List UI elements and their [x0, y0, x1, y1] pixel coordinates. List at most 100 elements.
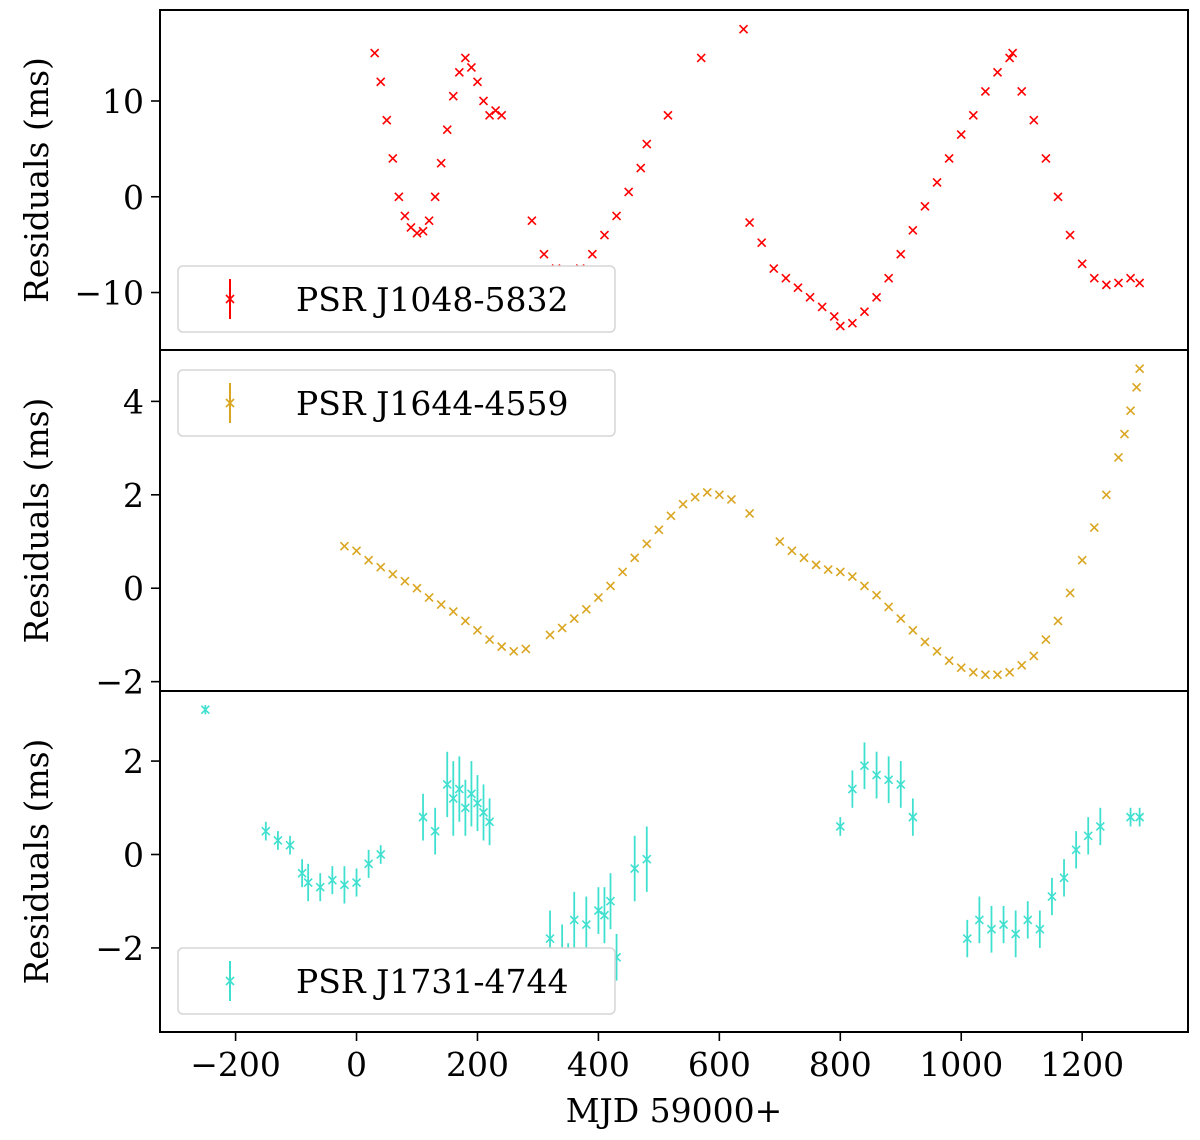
data-point: [1095, 821, 1105, 832]
marker-stroke: [1119, 429, 1130, 439]
data-point: [618, 567, 628, 577]
marker-stroke: [920, 637, 930, 647]
data-point: [956, 663, 966, 673]
data-point: [442, 125, 452, 135]
data-point: [430, 192, 440, 202]
data-point: [1089, 522, 1099, 533]
marker-stroke: [956, 663, 966, 673]
legend: PSR J1731-4744: [177, 947, 616, 1015]
marker-stroke: [478, 807, 489, 818]
data-point: [992, 670, 1003, 680]
data-point: [376, 77, 386, 87]
data-point: [847, 318, 857, 328]
marker-stroke: [303, 877, 313, 888]
data-point: [932, 646, 942, 656]
marker-stroke: [273, 835, 283, 846]
panels-layer: 10 0 −10 Residuals (ms) PSR J1048-5832 4 2 0 −2 R…: [17, 9, 1189, 1084]
marker-stroke: [1125, 812, 1136, 822]
data-point: [460, 803, 470, 813]
marker-stroke: [769, 264, 779, 274]
marker-stroke: [823, 564, 833, 575]
data-point: [1029, 651, 1039, 661]
data-point: [315, 882, 325, 892]
marker-stroke: [1053, 616, 1063, 626]
marker-stroke: [884, 602, 894, 612]
data-point: [430, 826, 440, 836]
marker-stroke: [400, 576, 410, 586]
data-point: [285, 840, 295, 850]
marker-stroke: [1135, 812, 1145, 822]
data-point: [630, 863, 640, 874]
marker-stroke: [484, 635, 495, 645]
data-point: [920, 201, 930, 211]
marker-stroke: [1035, 924, 1045, 934]
y-tick-label: 10: [102, 82, 144, 121]
legend-frame: [177, 265, 616, 333]
marker-stroke: [376, 849, 386, 860]
marker-stroke: [297, 868, 307, 878]
marker-stroke: [799, 553, 809, 563]
marker-stroke: [545, 630, 555, 640]
y-tick-label: 4: [123, 382, 144, 421]
marker-stroke: [436, 158, 446, 168]
data-point: [872, 292, 882, 302]
data-point: [478, 96, 489, 106]
marker-stroke: [829, 311, 839, 322]
data-point: [478, 807, 489, 818]
marker-stroke: [980, 670, 990, 680]
data-point: [442, 779, 452, 789]
y-tick-label: −2: [95, 663, 144, 702]
legend-label: PSR J1048-5832: [296, 280, 569, 319]
data-point: [835, 321, 845, 331]
data-point: [1035, 924, 1045, 934]
data-point: [376, 849, 386, 860]
data-point: [702, 487, 712, 498]
marker-stroke: [1017, 86, 1027, 96]
data-point: [1135, 812, 1145, 822]
data-point: [581, 919, 591, 930]
marker-stroke: [1125, 273, 1136, 283]
x-axis-title: MJD 59000+: [566, 1091, 783, 1130]
x-tick-label: 1000: [919, 1045, 1003, 1084]
marker-stroke: [430, 826, 440, 836]
marker-stroke: [962, 934, 972, 944]
marker-stroke: [835, 567, 845, 577]
data-point: [908, 225, 918, 235]
data-point: [968, 667, 978, 677]
marker-stroke: [315, 882, 325, 892]
data-point: [388, 153, 398, 164]
data-point: [745, 508, 755, 519]
data-point: [466, 62, 476, 73]
data-point: [454, 67, 464, 77]
data-point: [726, 494, 737, 505]
marker-stroke: [1071, 845, 1081, 855]
data-point: [956, 129, 966, 140]
marker-stroke: [484, 110, 495, 120]
data-point: [418, 812, 428, 822]
data-point: [642, 539, 652, 549]
marker-stroke: [714, 490, 724, 500]
marker-stroke: [738, 24, 749, 34]
marker-stroke: [430, 192, 440, 202]
legend-frame: [177, 369, 616, 437]
legend-marker: [225, 294, 235, 304]
data-point: [339, 880, 350, 890]
marker-stroke: [745, 218, 755, 228]
data-point: [1101, 280, 1111, 290]
data-point: [896, 249, 906, 259]
marker-stroke: [642, 539, 652, 549]
marker-stroke: [968, 110, 978, 120]
data-point: [587, 249, 597, 259]
panel-1: 10 0 −10 Residuals (ms) PSR J1048-5832: [17, 9, 1189, 351]
data-point: [351, 546, 362, 556]
marker-stroke: [442, 125, 452, 135]
marker-stroke: [285, 840, 295, 850]
data-point: [1077, 259, 1087, 269]
data-point: [545, 630, 555, 640]
data-point: [605, 896, 616, 906]
x-tick-label: 200: [446, 1045, 509, 1084]
data-point: [980, 86, 990, 96]
marker-stroke: [605, 896, 616, 906]
data-point: [484, 817, 495, 827]
